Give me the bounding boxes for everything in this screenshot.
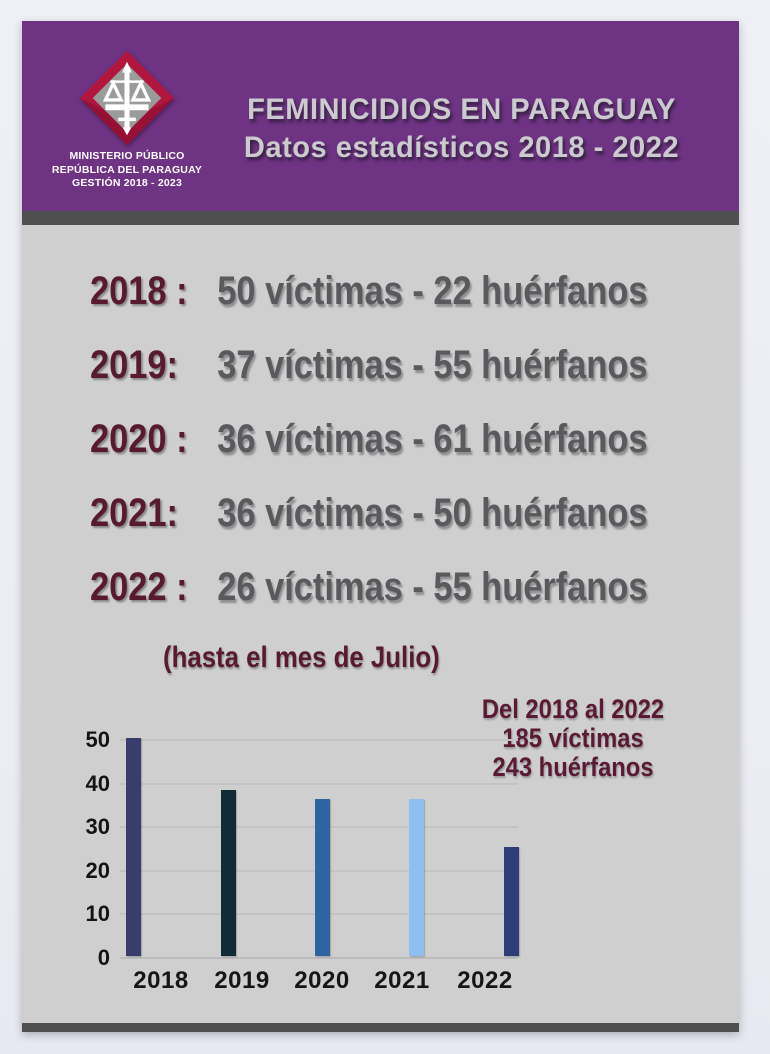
footer-strip <box>22 1023 739 1032</box>
stat-row-2019: 2019: 37 víctimas - 55 huérfanos <box>90 345 648 385</box>
summary-period: Del 2018 al 2022 <box>481 694 665 724</box>
x-tick-label-2018: 2018 <box>133 967 189 994</box>
page-title: FEMINICIDIOS EN PARAGUAY <box>247 93 676 126</box>
y-tick-label-30: 30 <box>85 814 110 840</box>
bar-2019 <box>220 790 236 956</box>
y-tick-label-10: 10 <box>85 901 110 927</box>
until-july-note: (hasta el mes de Julio) <box>163 641 440 674</box>
stat-text: 37 víctimas - 55 huérfanos <box>217 343 648 387</box>
x-tick-label-2020: 2020 <box>294 967 350 994</box>
gridline-40 <box>120 782 518 785</box>
x-tick-label-2021: 2021 <box>374 967 430 994</box>
y-tick-label-40: 40 <box>85 770 110 796</box>
year-label: 2021: <box>90 491 178 535</box>
summary-orphans-total: 243 huérfanos <box>492 752 654 782</box>
stat-row-2022: 2022 : 26 víctimas - 55 huérfanos <box>90 567 648 607</box>
yearly-stats-list: 2018 : 50 víctimas - 22 huérfanos 2019: … <box>22 225 739 675</box>
gridline-0 <box>120 957 518 959</box>
stat-row-2020: 2020 : 36 víctimas - 61 huérfanos <box>90 419 648 459</box>
stat-text: 26 víctimas - 55 huérfanos <box>217 565 648 609</box>
y-tick-label-20: 20 <box>85 857 110 883</box>
year-label: 2019: <box>90 343 178 387</box>
y-axis-labels: 0 10 20 30 40 50 <box>50 728 110 970</box>
justice-emblem-icon <box>79 50 175 146</box>
bar-2020 <box>314 799 330 956</box>
totals-summary: Del 2018 al 2022 185 víctimas 243 huérfa… <box>447 695 699 782</box>
x-axis-labels: 2018 2019 2020 2021 2022 <box>120 967 540 997</box>
summary-victims-total: 185 víctimas <box>502 723 644 753</box>
title-block: FEMINICIDIOS EN PARAGUAY Datos estadísti… <box>232 21 739 167</box>
x-tick-label-2019: 2019 <box>214 967 270 994</box>
logo-line-3: GESTIÓN 2018 - 2023 <box>71 177 182 189</box>
ministry-logo: MINISTERIO PÚBLICO REPÚBLICA DEL PARAGUA… <box>22 21 232 191</box>
bar-2021 <box>408 799 424 956</box>
gridline-50 <box>120 739 518 741</box>
year-label: 2022 : <box>90 565 188 609</box>
bar-2018 <box>125 738 141 956</box>
bar-2022 <box>503 847 519 956</box>
header-divider-strip <box>22 211 739 225</box>
stats-body: 2018 : 50 víctimas - 22 huérfanos 2019: … <box>22 225 739 1023</box>
stat-text: 50 víctimas - 22 huérfanos <box>217 269 648 313</box>
logo-line-1: MINISTERIO PÚBLICO <box>69 150 185 162</box>
stat-row-2021: 2021: 36 víctimas - 50 huérfanos <box>90 493 648 533</box>
y-tick-label-0: 0 <box>97 945 110 970</box>
logo-text: MINISTERIO PÚBLICO REPÚBLICA DEL PARAGUA… <box>52 150 202 191</box>
infographic-card: MINISTERIO PÚBLICO REPÚBLICA DEL PARAGUA… <box>22 21 739 1032</box>
sword-and-scales-glyph <box>102 61 152 136</box>
header: MINISTERIO PÚBLICO REPÚBLICA DEL PARAGUA… <box>22 21 739 211</box>
stat-row-2018: 2018 : 50 víctimas - 22 huérfanos <box>90 271 648 311</box>
logo-line-2: REPÚBLICA DEL PARAGUAY <box>51 163 203 176</box>
year-label: 2020 : <box>90 417 188 461</box>
page-subtitle: Datos estadísticos 2018 - 2022 <box>243 131 680 164</box>
x-tick-label-2022: 2022 <box>457 967 513 994</box>
stat-text: 36 víctimas - 50 huérfanos <box>217 491 648 535</box>
chart-plot <box>120 738 519 959</box>
year-label: 2018 : <box>90 269 188 313</box>
y-tick-label-50: 50 <box>85 727 110 752</box>
stat-text: 36 víctimas - 61 huérfanos <box>217 417 648 461</box>
